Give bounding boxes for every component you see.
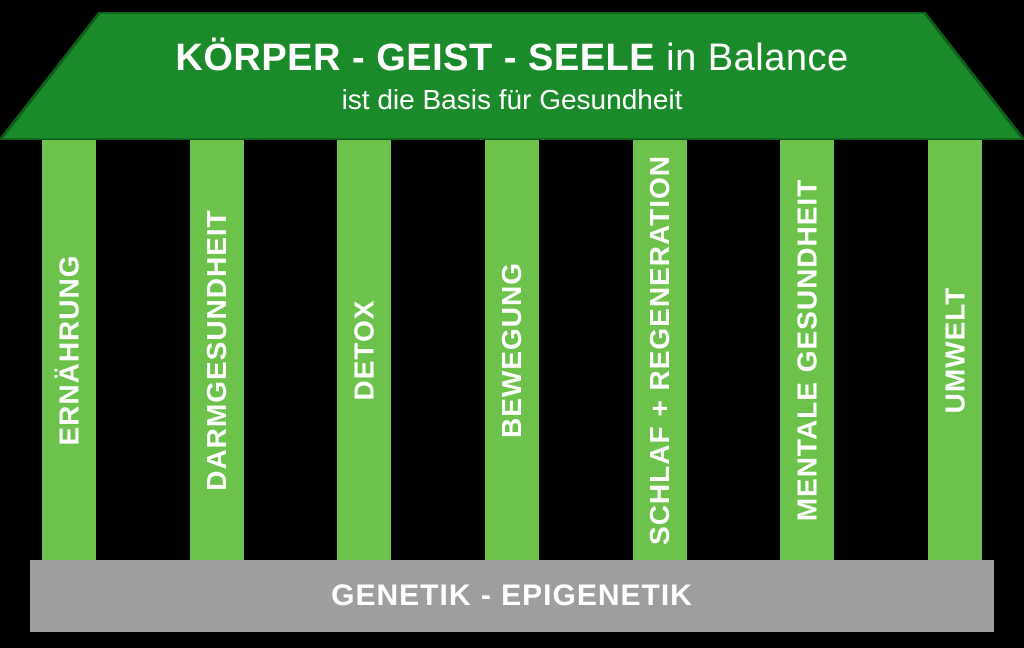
- pillar-label: MENTALE GESUNDHEIT: [791, 179, 823, 522]
- pillars-container: ERNÄHRUNG DARMGESUNDHEIT DETOX BEWEGUNG …: [42, 140, 982, 560]
- roof-text: KÖRPER - GEIST - SEELE in Balance ist di…: [0, 12, 1024, 140]
- foundation-label: GENETIK - EPIGENETIK: [331, 579, 693, 613]
- pillar-label: DARMGESUNDHEIT: [201, 209, 233, 491]
- pillar: SCHLAF + REGENERATION: [633, 140, 687, 560]
- pillar: UMWELT: [928, 140, 982, 560]
- roof-title: KÖRPER - GEIST - SEELE in Balance: [175, 37, 848, 80]
- foundation: GENETIK - EPIGENETIK: [30, 560, 994, 632]
- roof: KÖRPER - GEIST - SEELE in Balance ist di…: [0, 12, 1024, 140]
- roof-title-light: in Balance: [655, 37, 849, 79]
- roof-subtitle: ist die Basis für Gesundheit: [342, 84, 683, 116]
- pillar-label: ERNÄHRUNG: [53, 255, 85, 446]
- pillar: MENTALE GESUNDHEIT: [780, 140, 834, 560]
- pillar-label: UMWELT: [939, 287, 971, 414]
- pillar: DARMGESUNDHEIT: [190, 140, 244, 560]
- pillar: DETOX: [337, 140, 391, 560]
- pillar: BEWEGUNG: [485, 140, 539, 560]
- pillar-label: BEWEGUNG: [496, 262, 528, 438]
- pillar: ERNÄHRUNG: [42, 140, 96, 560]
- roof-title-bold: KÖRPER - GEIST - SEELE: [175, 37, 655, 79]
- pillar-label: DETOX: [348, 300, 380, 401]
- pillar-label: SCHLAF + REGENERATION: [644, 155, 676, 545]
